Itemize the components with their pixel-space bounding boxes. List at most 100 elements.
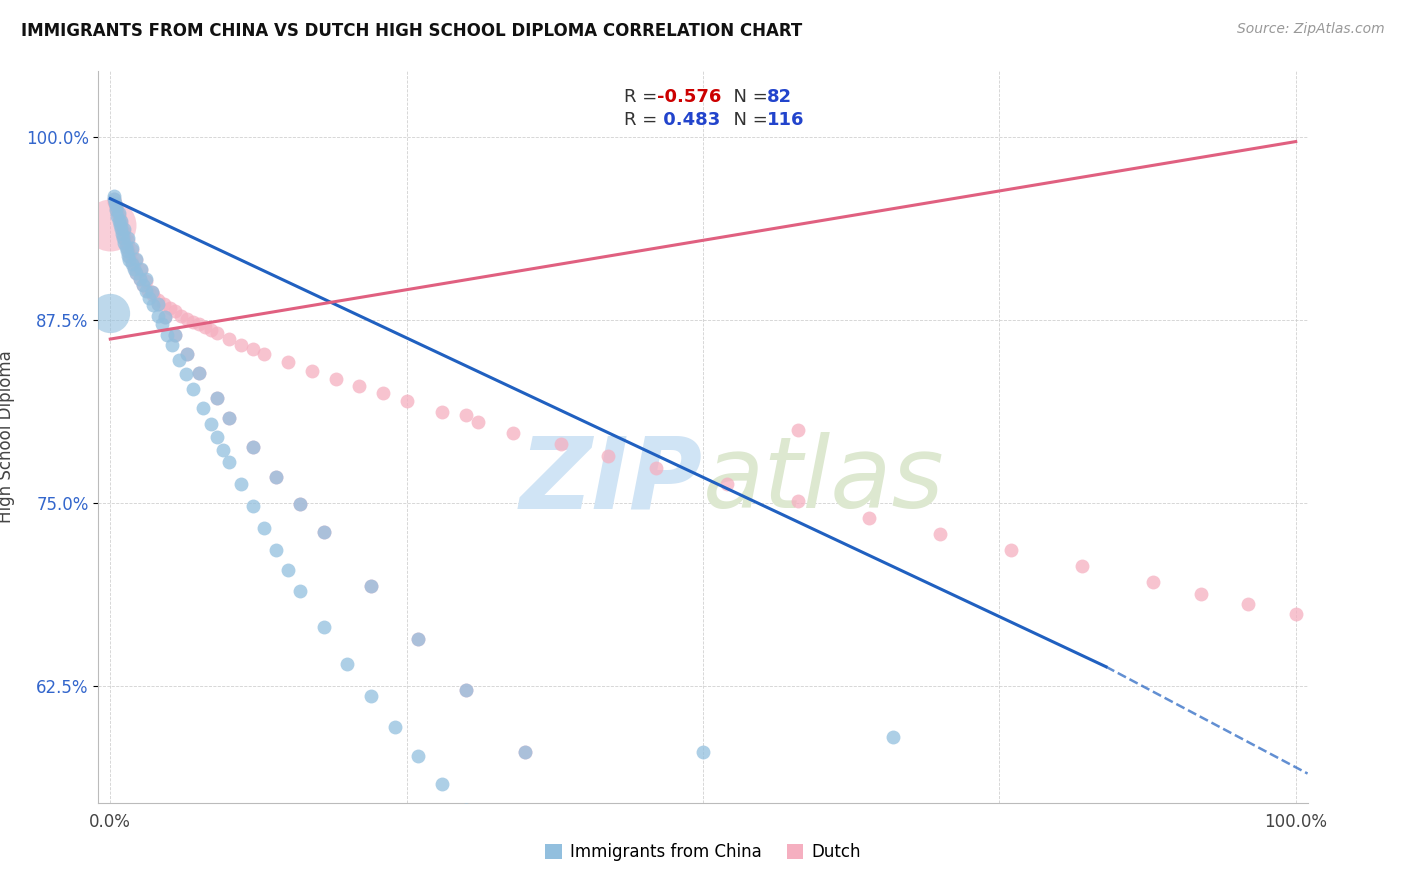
Point (432, 405, 454, 419)
Legend: Immigrants from China, Dutch: Immigrants from China, Dutch (538, 837, 868, 868)
Point (644, 869, 666, 883)
Point (125, 253, 148, 268)
Point (107, 209, 129, 223)
Point (644, 460, 666, 475)
Point (129, 272, 152, 286)
Point (117, 249, 139, 263)
Text: R =: R = (624, 88, 664, 106)
Point (242, 440, 264, 454)
Point (103, 192, 125, 206)
Point (115, 244, 138, 259)
Point (218, 411, 240, 425)
Point (574, 805, 596, 820)
Point (288, 497, 311, 511)
Text: -0.576: -0.576 (657, 88, 721, 106)
Point (105, 201, 128, 215)
Point (218, 411, 240, 425)
Point (288, 583, 311, 598)
Point (264, 469, 287, 483)
Point (129, 263, 152, 277)
Point (181, 314, 204, 328)
Point (205, 391, 228, 405)
Point (526, 871, 548, 885)
Point (288, 497, 311, 511)
Point (136, 284, 159, 298)
Point (104, 196, 127, 211)
Point (141, 285, 163, 300)
Point (165, 304, 187, 318)
Point (786, 494, 808, 508)
Point (598, 449, 620, 463)
Point (107, 209, 129, 223)
Point (200, 323, 222, 337)
Point (107, 213, 129, 227)
Point (716, 476, 738, 491)
Point (176, 347, 198, 361)
Point (138, 291, 160, 305)
Point (191, 401, 214, 415)
Point (122, 260, 145, 275)
Point (188, 366, 211, 380)
Point (325, 371, 347, 385)
Point (105, 209, 128, 223)
Point (176, 347, 198, 361)
Point (110, 218, 132, 232)
Point (454, 683, 477, 698)
Point (117, 231, 139, 245)
Point (170, 309, 193, 323)
Point (167, 352, 190, 367)
Point (467, 416, 489, 430)
Point (360, 689, 382, 703)
Text: N =: N = (723, 112, 773, 129)
Point (242, 440, 264, 454)
Point (129, 261, 152, 276)
Point (125, 266, 148, 280)
Point (1237, 597, 1260, 611)
Point (110, 217, 132, 231)
Point (156, 327, 179, 342)
Point (181, 382, 204, 396)
Point (432, 777, 454, 791)
Point (312, 525, 335, 540)
Point (491, 838, 513, 853)
Point (122, 261, 145, 276)
Point (160, 338, 183, 352)
Point (117, 234, 139, 248)
Point (264, 542, 287, 557)
Point (277, 355, 299, 369)
Point (502, 425, 524, 440)
Point (152, 318, 174, 332)
Point (786, 423, 808, 437)
Point (107, 206, 129, 220)
Point (114, 225, 136, 239)
Point (360, 579, 382, 593)
Point (550, 437, 572, 451)
Point (114, 231, 136, 245)
Text: 116: 116 (768, 112, 804, 129)
Text: ZIP: ZIP (520, 433, 703, 530)
Point (929, 526, 952, 541)
Point (1142, 574, 1164, 589)
Point (277, 563, 299, 577)
Text: IMMIGRANTS FROM CHINA VS DUTCH HIGH SCHOOL DIPLOMA CORRELATION CHART: IMMIGRANTS FROM CHINA VS DUTCH HIGH SCHO… (21, 22, 803, 40)
Point (212, 443, 235, 458)
Point (125, 252, 148, 266)
Point (118, 253, 141, 268)
Point (371, 386, 394, 401)
Point (121, 241, 143, 255)
Point (408, 632, 430, 646)
Point (121, 243, 143, 257)
Point (98, 306, 121, 320)
Point (132, 277, 155, 292)
Point (454, 683, 477, 698)
Point (858, 510, 880, 524)
Point (1071, 558, 1094, 573)
Point (253, 347, 276, 361)
Point (114, 235, 136, 250)
Point (108, 213, 131, 227)
Point (454, 803, 477, 817)
Point (105, 203, 128, 218)
Point (146, 293, 169, 307)
Point (117, 244, 139, 259)
Point (312, 620, 335, 634)
